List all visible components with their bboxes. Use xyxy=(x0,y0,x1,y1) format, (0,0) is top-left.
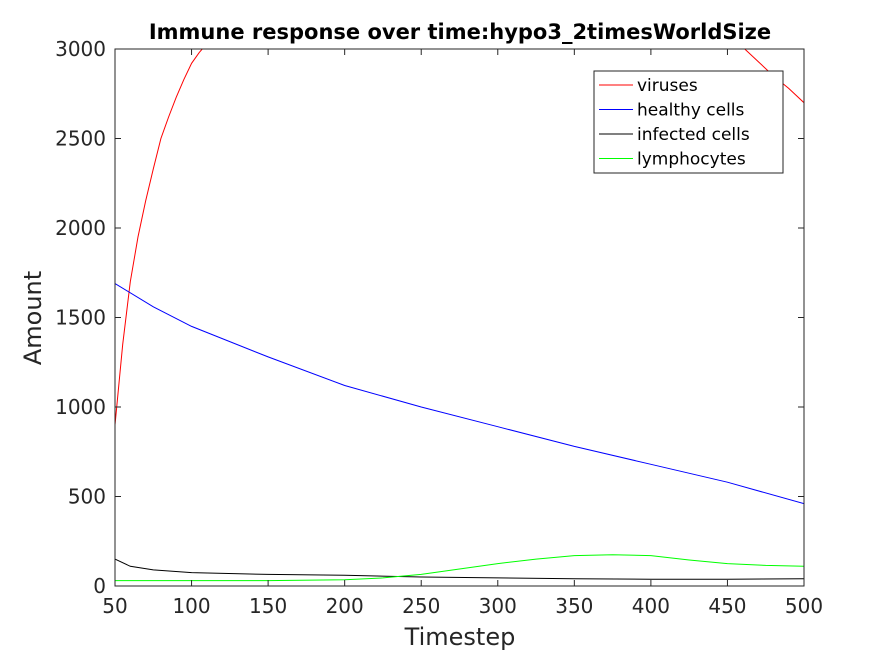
x-tick-label: 500 xyxy=(785,594,823,618)
x-tick-label: 450 xyxy=(708,594,746,618)
y-axis: 0 500 1000 1500 2000 2500 3000 xyxy=(55,37,804,598)
chart-title: Immune response over time:hypo3_2timesWo… xyxy=(149,20,771,44)
x-tick-label: 100 xyxy=(172,594,210,618)
y-tick-label: 3000 xyxy=(55,37,106,61)
legend-label: lymphocytes xyxy=(637,150,746,170)
y-tick-label: 1500 xyxy=(55,306,106,330)
series-lines xyxy=(115,49,804,582)
series-line-healthy-cells xyxy=(115,283,804,505)
x-tick-label: 250 xyxy=(402,594,440,618)
y-axis-title: Amount xyxy=(19,271,47,365)
series-line-lymphocytes xyxy=(115,554,804,582)
x-tick-label: 150 xyxy=(249,594,287,618)
y-tick-label: 2000 xyxy=(55,216,106,240)
x-tick-label: 50 xyxy=(102,594,127,618)
legend-box xyxy=(593,70,784,174)
legend-label: infected cells xyxy=(637,125,750,145)
x-tick-label: 200 xyxy=(326,594,364,618)
x-tick-label: 300 xyxy=(479,594,517,618)
legend: viruses healthy cells infected cells lympho… xyxy=(593,70,784,174)
x-tick-label: 350 xyxy=(555,594,593,618)
legend-label: healthy cells xyxy=(637,101,745,121)
x-axis: 50 100 150 200 250 300 350 400 450 500 xyxy=(102,49,823,618)
legend-label: viruses xyxy=(637,76,698,96)
series-line-viruses xyxy=(115,49,804,425)
y-tick-label: 2500 xyxy=(55,127,106,151)
y-tick-label: 0 xyxy=(93,574,106,598)
y-tick-label: 500 xyxy=(68,485,106,509)
x-tick-label: 400 xyxy=(632,594,670,618)
series-line-infected-cells xyxy=(115,558,804,580)
x-axis-title: Timestep xyxy=(404,623,516,651)
y-tick-label: 1000 xyxy=(55,395,106,419)
